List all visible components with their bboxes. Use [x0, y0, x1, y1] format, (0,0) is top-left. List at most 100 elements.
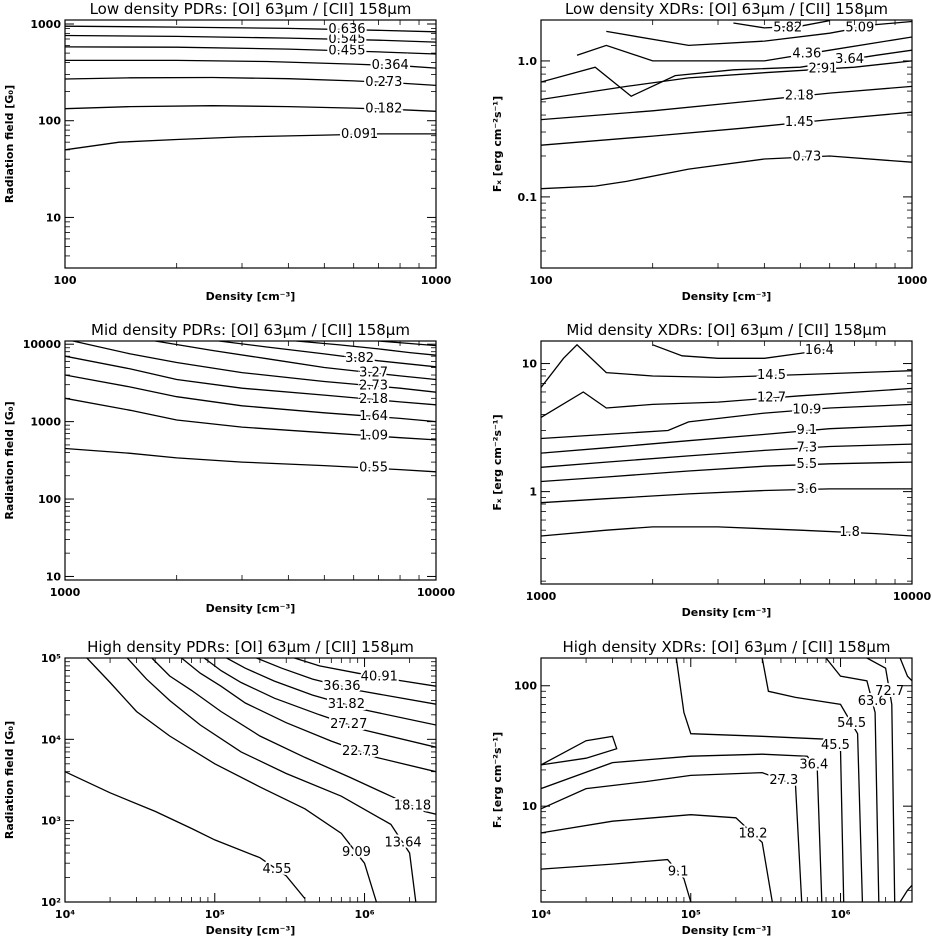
contour-label: 54.5 [837, 716, 866, 731]
contour-line [541, 461, 912, 483]
contour-label: 3.64 [835, 52, 864, 67]
contour-label: 72.7 [875, 684, 904, 699]
x-axis-label: Density [cm⁻³] [206, 924, 296, 937]
contour-label: 5.09 [845, 21, 874, 36]
contour-label: 9.1 [796, 423, 817, 438]
plot-frame [64, 657, 437, 903]
x-tick-label: 100 [54, 274, 77, 287]
contour-line [541, 155, 912, 190]
y-tick-label: 1000 [30, 416, 61, 429]
contour-line [378, 341, 436, 347]
contour-group [541, 658, 912, 902]
contour-label: 4.55 [263, 862, 292, 877]
contour-label: 2.73 [359, 378, 388, 393]
chart-panel-2: 0.73 1.45 2.18 2.913.64 4.36 5.09 5.82 100 1000 0… [491, 0, 928, 303]
plot-frame [540, 19, 913, 269]
chart-panel-4: 1.8 3.6 5.5 7.3 9.1 10.9 12.7 14.5 16.4 1000 10000… [491, 321, 931, 619]
x-tick-label: 10⁴ [531, 908, 551, 921]
contour-line [256, 658, 436, 705]
contour-line [65, 355, 436, 406]
contour-label: 3.82 [345, 351, 374, 366]
contour-group [541, 343, 912, 537]
contour-label: 0.091 [341, 127, 378, 142]
contour-line [218, 341, 436, 368]
contour-line [65, 374, 436, 423]
chart-panel-6: 9.1 18.2 27.336.4 45.5 54.5 63.672.7 10⁴ 10⁵ 10⁶… [491, 638, 913, 937]
contour-label: 36.36 [323, 679, 360, 694]
y-axis-label: Fₓ [erg cm⁻²s⁻¹] [491, 732, 504, 828]
chart-title: Low density PDRs: [OI] 63μm / [CII] 158μ… [90, 0, 412, 18]
contour-label: 13.64 [384, 836, 421, 851]
x-tick-label: 10000 [893, 590, 932, 603]
y-tick-label: 10 [522, 358, 538, 371]
x-tick-label: 10⁴ [55, 908, 75, 921]
chart-title: Low density XDRs: [OI] 63μm / [CII] 158μ… [565, 0, 888, 18]
contour-label: 45.5 [821, 738, 850, 753]
x-tick-label: 1000 [50, 586, 81, 599]
contour-label: 36.4 [799, 758, 828, 773]
contour-line [761, 658, 864, 902]
contour-line [65, 771, 306, 900]
chart-title: Mid density PDRs: [OI] 63μm / [CII] 158μ… [91, 321, 410, 339]
contour-line [181, 658, 436, 773]
contour-label: 18.2 [739, 826, 768, 841]
y-axis-label: Radiation field [G₀] [3, 401, 16, 519]
contour-line [541, 424, 912, 454]
contour-label: 27.27 [330, 717, 367, 732]
plot-frame [64, 340, 437, 581]
contour-line [541, 343, 912, 388]
plot-frame [64, 19, 437, 269]
y-tick-label: 0.1 [518, 191, 538, 204]
contour-line [541, 387, 912, 418]
contour-label: 4.36 [792, 46, 821, 61]
x-tick-label: 10⁶ [354, 908, 374, 921]
contour-line [541, 488, 912, 504]
contour-label: 12.7 [757, 391, 786, 406]
contour-label: 1.09 [359, 428, 388, 443]
y-tick-label: 10 [522, 800, 538, 813]
contour-group [541, 20, 912, 190]
contour-label: 0.545 [328, 32, 365, 47]
contour-label: 16.4 [805, 343, 834, 358]
contour-line [899, 658, 912, 682]
y-tick-label: 10⁴ [41, 733, 61, 746]
contour-group [65, 341, 436, 473]
contour-group [65, 658, 436, 902]
contour-line [541, 526, 912, 537]
y-axis-label: Fₓ [erg cm⁻²s⁻¹] [491, 414, 504, 510]
contour-line [126, 658, 417, 902]
x-tick-label: 10000 [417, 586, 456, 599]
contour-line [541, 735, 618, 766]
contour-line [541, 85, 912, 121]
contour-line [65, 25, 436, 33]
y-tick-label: 10000 [23, 338, 62, 351]
y-tick-label: 10 [46, 211, 62, 224]
contour-line [541, 443, 912, 468]
contour-label: 0.364 [372, 58, 409, 73]
contour-line [86, 658, 378, 902]
contour-label: 63.6 [858, 694, 887, 709]
y-axis-label: Radiation field [G₀] [3, 721, 16, 839]
x-tick-label: 1000 [421, 274, 452, 287]
y-tick-label: 10 [46, 570, 62, 583]
contour-label: 9.09 [342, 845, 371, 860]
contour-line [652, 344, 830, 359]
contour-line [576, 36, 912, 62]
contour-line [866, 658, 896, 902]
x-tick-label: 100 [530, 274, 553, 287]
contour-label: 5.82 [773, 21, 802, 36]
contour-line [675, 658, 845, 902]
contour-line [151, 658, 436, 815]
x-tick-label: 1000 [526, 590, 557, 603]
contour-label: 27.3 [769, 773, 798, 788]
contour-label: 3.6 [796, 482, 817, 497]
contour-label: 5.5 [796, 457, 817, 472]
contour-label: 0.636 [328, 22, 365, 37]
x-axis-label: Density [cm⁻³] [682, 290, 772, 303]
contour-label: 1.64 [359, 409, 388, 424]
contour-line [65, 105, 436, 112]
y-tick-label: 100 [38, 115, 61, 128]
contour-label: 14.5 [757, 368, 786, 383]
contour-label: 0.73 [792, 150, 821, 165]
